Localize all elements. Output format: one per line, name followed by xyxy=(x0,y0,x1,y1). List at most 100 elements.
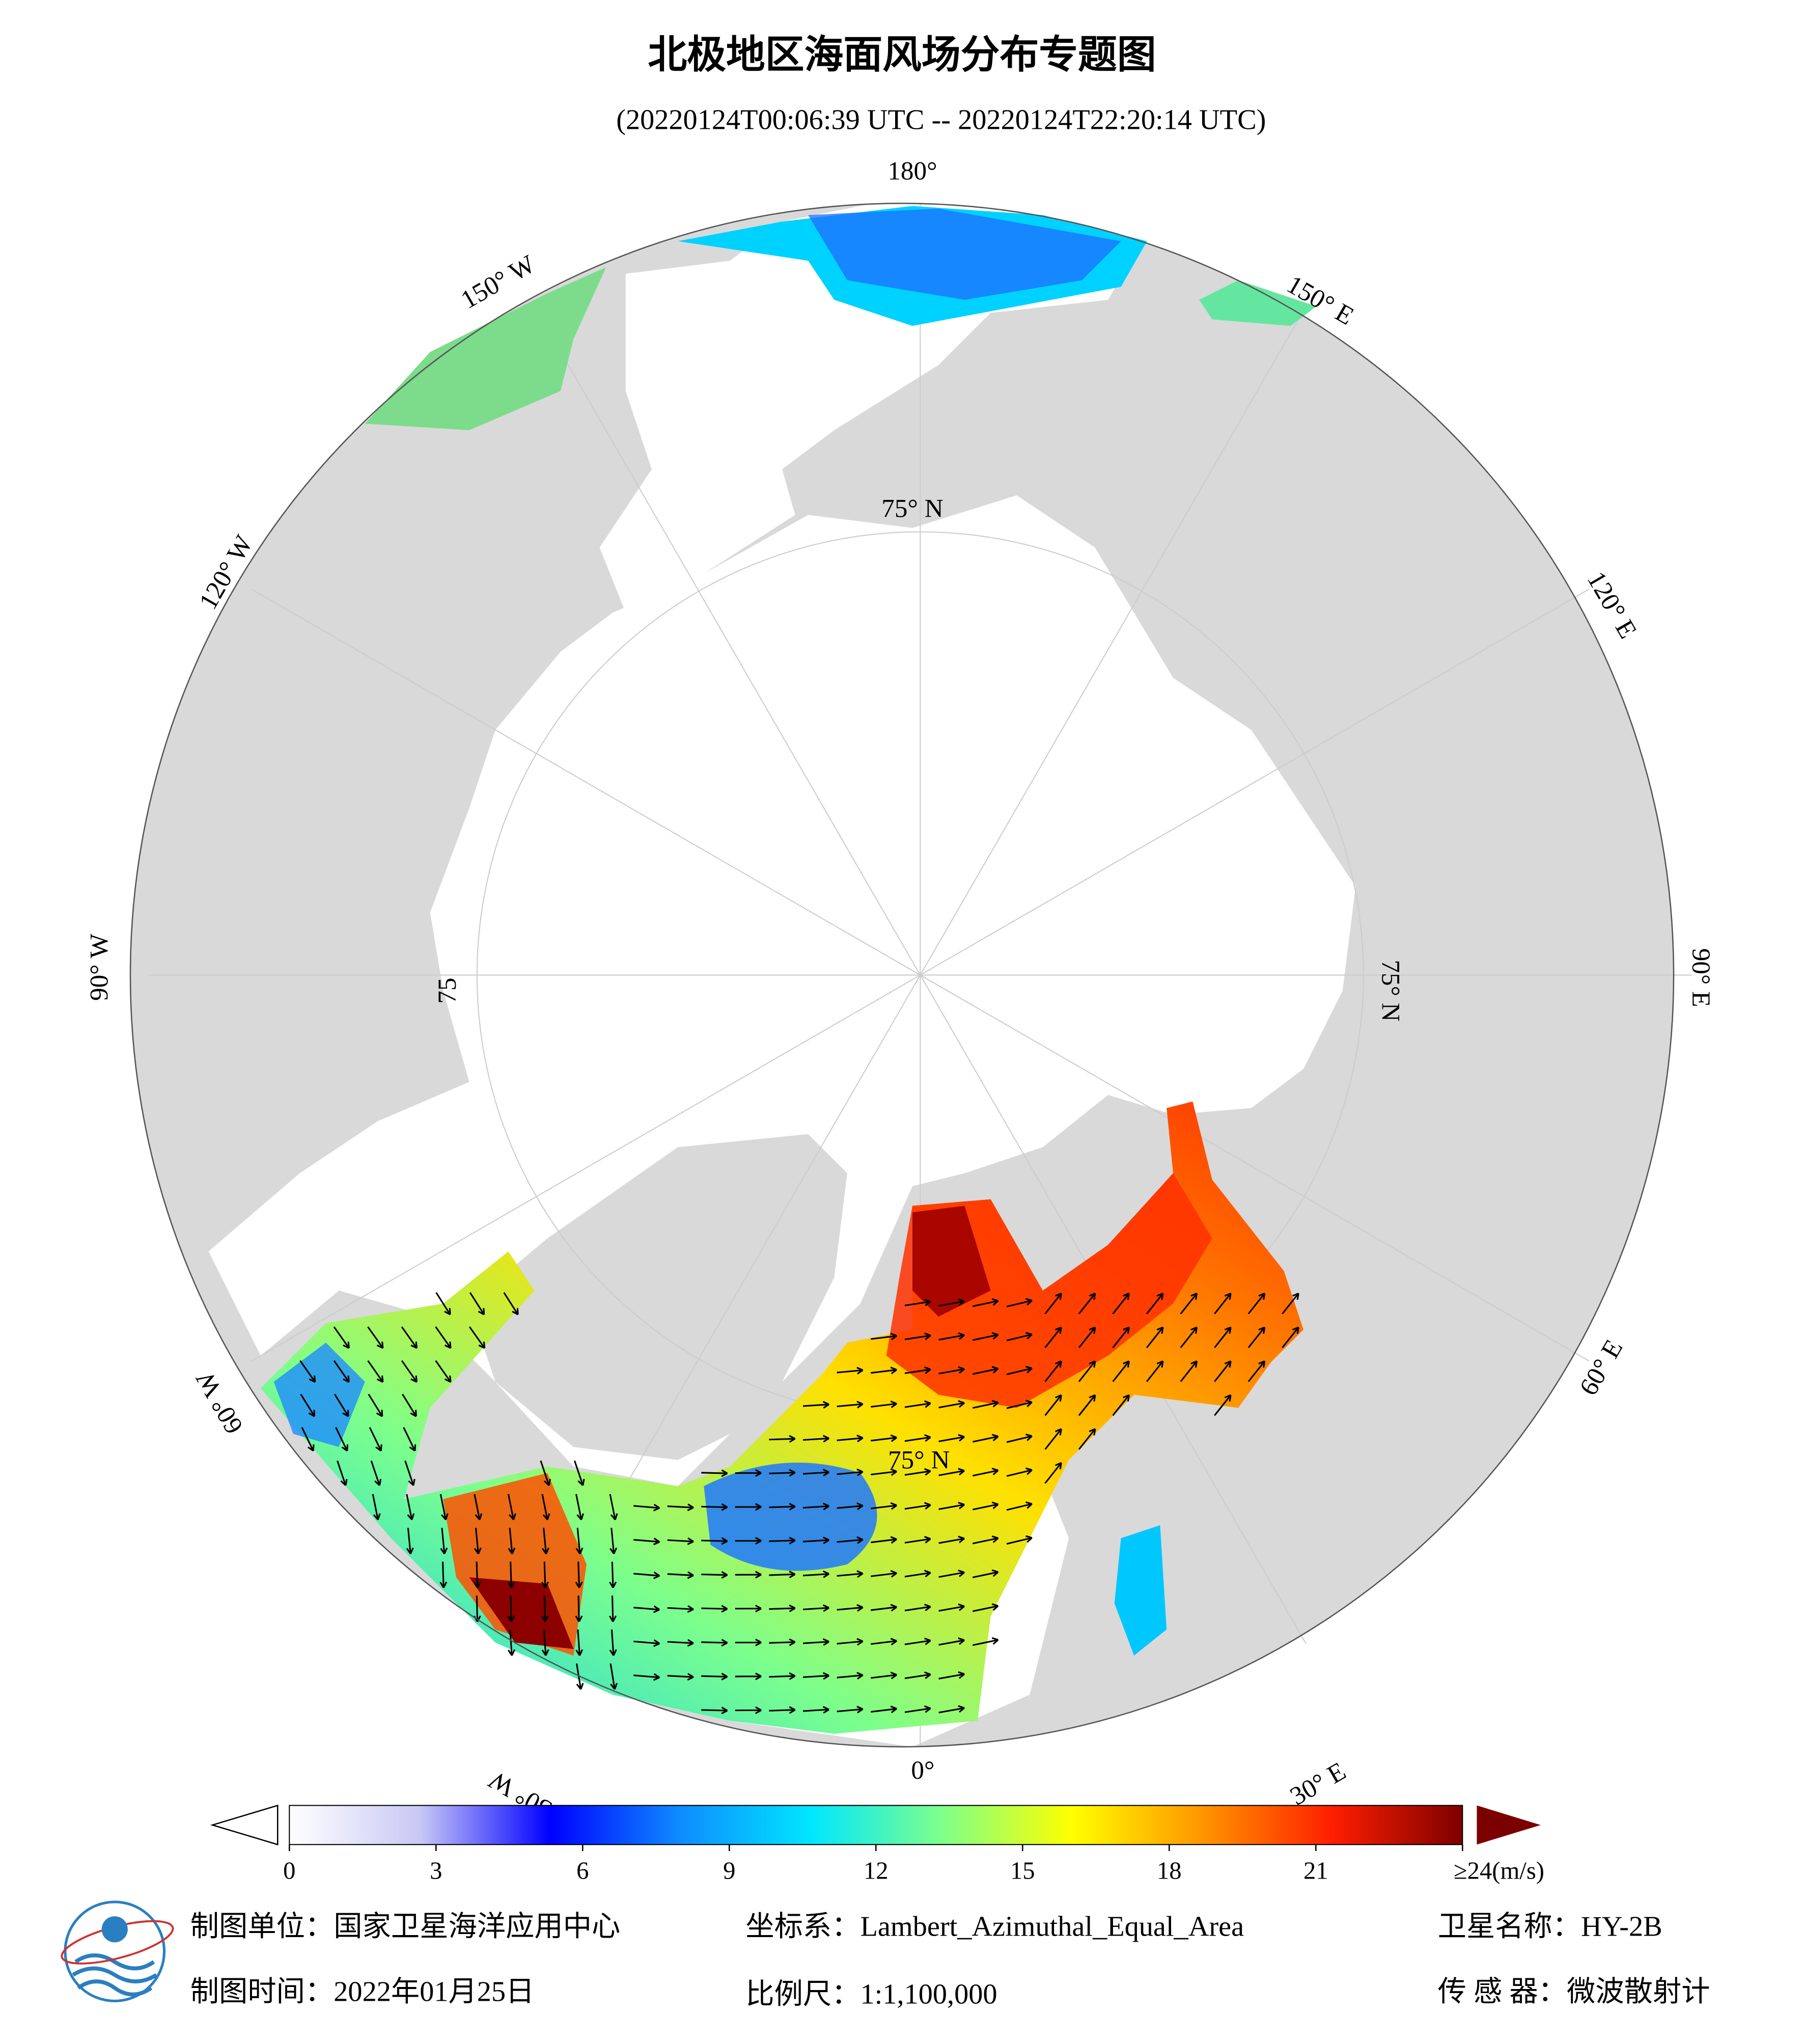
wind-arrow xyxy=(904,1502,931,1510)
wind-arrow xyxy=(575,1494,584,1521)
colorbar: 0 3 6 9 12 15 18 21 ≥24(m/s) xyxy=(210,1804,1544,1885)
wind-arrow xyxy=(938,1637,965,1646)
wind-arrow xyxy=(837,1468,864,1476)
wind-arrow xyxy=(972,1298,999,1307)
wind-arrow xyxy=(938,1400,965,1409)
wind-arrow xyxy=(735,1706,762,1714)
wind-arrow xyxy=(735,1672,762,1681)
wind-arrow xyxy=(938,1434,965,1442)
wind-arrow xyxy=(871,1705,897,1714)
wind-arrow xyxy=(904,1332,931,1340)
wind-arrow xyxy=(938,1298,965,1307)
wind-arrow xyxy=(701,1503,728,1511)
wind-arrow xyxy=(938,1332,965,1341)
wind-arrow xyxy=(769,1469,796,1477)
wind-arrow xyxy=(667,1605,694,1613)
footer-text: 比例尺：1:1,100,000 xyxy=(745,1979,997,2010)
colorbar-tick-label: ≥24(m/s) xyxy=(1454,1857,1544,1885)
colorbar-tick-label: 0 xyxy=(283,1857,295,1885)
wind-arrow xyxy=(904,1468,931,1476)
wind-arrow xyxy=(802,1604,829,1612)
wind-arrow xyxy=(609,1663,618,1690)
wind-arrow xyxy=(370,1460,382,1486)
logo xyxy=(61,1900,174,2003)
wind-arrow xyxy=(802,1502,829,1510)
wind-arrow xyxy=(904,1671,931,1679)
wind-arrow xyxy=(972,1332,999,1341)
wind-arrow xyxy=(609,1494,618,1521)
colorbar-tick-label: 3 xyxy=(430,1857,442,1885)
wind-arrow xyxy=(667,1639,694,1647)
wind-arrow xyxy=(508,1527,516,1554)
wind-arrow xyxy=(972,1535,999,1545)
wind-arrow xyxy=(904,1570,931,1578)
colorbar-over xyxy=(1477,1805,1541,1845)
wind-arrow xyxy=(633,1503,660,1511)
wind-arrow xyxy=(701,1537,728,1545)
wind-arrow xyxy=(1006,1332,1033,1341)
wind-arrow xyxy=(904,1705,931,1713)
wind-arrow xyxy=(609,1595,617,1622)
wind-arrow xyxy=(473,1561,481,1588)
wind-arrow xyxy=(904,1535,931,1544)
wind-arrow xyxy=(1044,1462,1062,1484)
wind-arrow xyxy=(769,1571,796,1579)
wind-arrow xyxy=(1044,1360,1062,1382)
wind-arrow xyxy=(1006,1365,1033,1376)
wind-arrow xyxy=(1214,1360,1232,1382)
wind-arrow xyxy=(871,1468,897,1476)
wind-arrow xyxy=(938,1535,965,1544)
wind-arrow xyxy=(369,1427,382,1452)
wind-arrow xyxy=(301,1427,315,1452)
wind-arrow xyxy=(1214,1394,1232,1416)
wind-arrow xyxy=(735,1503,762,1511)
wind-arrow xyxy=(1078,1360,1096,1382)
wind-arrow xyxy=(769,1638,796,1646)
wind-arrow xyxy=(541,1494,550,1521)
wind-arrow xyxy=(540,1460,551,1486)
wind-arrow xyxy=(769,1503,796,1511)
colorbar-tick-label: 15 xyxy=(1010,1857,1035,1885)
wind-arrow xyxy=(938,1671,965,1679)
wind-arrow xyxy=(802,1536,829,1545)
wind-arrow xyxy=(871,1604,897,1612)
wind-arrow xyxy=(871,1536,897,1544)
wind-arrow xyxy=(735,1571,762,1579)
wind-arrow xyxy=(507,1595,515,1622)
wind-arrow xyxy=(1112,1293,1130,1314)
footer-text: 制图单位：国家卫星海洋应用中心 xyxy=(190,1911,621,1943)
wind-arrow xyxy=(837,1536,864,1544)
wind-arrow xyxy=(1044,1394,1062,1416)
wind-field xyxy=(808,208,1121,300)
colorbar-bar xyxy=(289,1805,1463,1845)
wind-arrow xyxy=(402,1393,417,1417)
greenland xyxy=(469,1134,847,1460)
wind-arrow xyxy=(871,1434,897,1442)
wind-arrow xyxy=(633,1673,660,1681)
wind-arrow xyxy=(575,1629,584,1656)
wind-arrow xyxy=(769,1706,796,1714)
graticule-label: 180° xyxy=(887,156,937,185)
wind-arrow xyxy=(333,1326,350,1349)
wind-arrow xyxy=(1044,1293,1062,1314)
wind-arrow xyxy=(837,1672,864,1680)
footer: 制图单位：国家卫星海洋应用中心 坐标系：Lambert_Azimuthal_Eq… xyxy=(61,1900,1710,2010)
wind-arrow xyxy=(972,1637,999,1646)
wind-arrow xyxy=(1214,1293,1232,1314)
wind-arrow xyxy=(837,1570,864,1578)
graticule-label: 90° W xyxy=(85,933,114,1001)
wind-arrow xyxy=(403,1427,417,1452)
wind-arrow xyxy=(573,1460,585,1486)
wind-arrow xyxy=(938,1705,965,1714)
wind-arrow xyxy=(1146,1360,1164,1382)
wind-arrow xyxy=(972,1468,999,1477)
graticule-label: 0° xyxy=(911,1756,934,1785)
footer-text: 坐标系：Lambert_Azimuthal_Equal_Area xyxy=(745,1911,1244,1943)
wind-arrow xyxy=(837,1401,864,1409)
wind-arrow xyxy=(1112,1360,1130,1382)
wind-arrow xyxy=(439,1561,448,1588)
wind-arrow xyxy=(609,1527,618,1554)
wind-field xyxy=(365,267,606,430)
colorbar-under xyxy=(210,1804,279,1845)
wind-arrow xyxy=(1282,1293,1299,1314)
